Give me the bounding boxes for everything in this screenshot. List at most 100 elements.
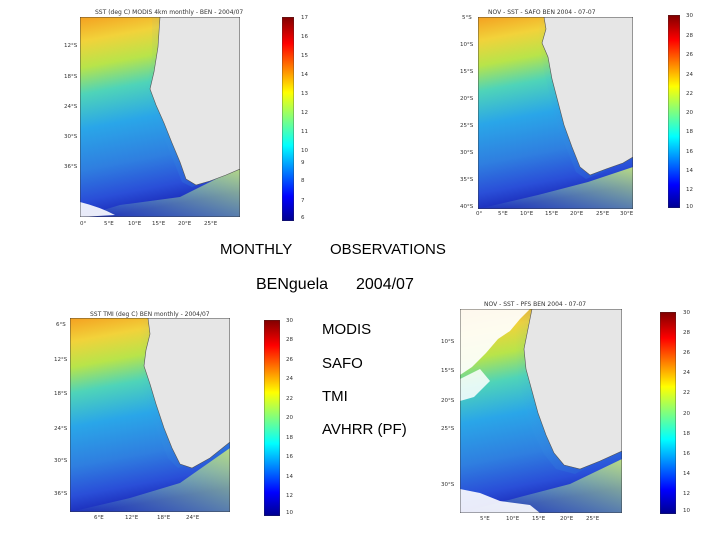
heading-monthly: MONTHLY	[220, 241, 293, 258]
avhrr-lat-label: 10°S	[441, 339, 455, 345]
modis-colorbar-label: 13	[301, 91, 308, 97]
modis-lon-label: 15°E	[152, 221, 166, 227]
safo-map-caption: NOV - SST - SAFO BEN 2004 - 07-07	[488, 9, 596, 16]
modis-colorbar-label: 7	[301, 198, 305, 204]
tmi-lat-label: 6°S	[56, 322, 66, 328]
tmi-map-caption: SST TMI (deg C) BEN monthly - 2004/07	[90, 311, 210, 318]
avhrr-lat-label: 30°S	[441, 482, 455, 488]
avhrr-colorbar-label: 20	[683, 411, 690, 417]
modis-colorbar-label: 15	[301, 53, 308, 59]
tmi-africa-land	[143, 318, 230, 469]
modis-lat-label: 30°S	[64, 134, 78, 140]
product-modis: MODIS	[322, 321, 372, 338]
modis-colorbar	[281, 16, 295, 226]
safo-sst-map	[478, 17, 633, 209]
tmi-lon-label: 24°E	[186, 515, 200, 521]
modis-lon-label: 5°E	[104, 221, 114, 227]
modis-colorbar-label: 6	[301, 215, 305, 221]
safo-colorbar-label: 26	[686, 52, 693, 58]
modis-lon-label: 10°E	[128, 221, 142, 227]
avhrr-lon-label: 10°E	[506, 516, 520, 522]
avhrr-lat-label: 20°S	[441, 398, 455, 404]
modis-map-caption: SST (deg C) MODIS 4km monthly - BEN - 20…	[95, 9, 244, 16]
modis-colorbar-label: 16	[301, 34, 308, 40]
modis-lat-label: 12°S	[64, 43, 78, 49]
safo-colorbar-label: 16	[686, 149, 693, 155]
avhrr-cloud-mask	[460, 309, 530, 375]
avhrr-colorbar-label: 28	[683, 330, 690, 336]
avhrr-colorbar	[659, 311, 677, 519]
safo-colorbar-label: 12	[686, 187, 693, 193]
avhrr-lat-label: 15°S	[441, 368, 455, 374]
safo-colorbar-label: 28	[686, 33, 693, 39]
avhrr-colorbar-label: 26	[683, 350, 690, 356]
tmi-lat-label: 36°S	[54, 491, 68, 497]
safo-lon-label: 0°	[476, 211, 483, 217]
tmi-lat-label: 30°S	[54, 458, 68, 464]
modis-lon-label: 20°E	[178, 221, 192, 227]
period-label: 2004/07	[356, 276, 414, 293]
avhrr-colorbar-label: 18	[683, 431, 690, 437]
safo-lat-label: 30°S	[460, 150, 474, 156]
modis-colorbar-label: 8	[301, 178, 305, 184]
modis-cloud-mask	[80, 202, 115, 217]
avhrr-lon-label: 15°E	[532, 516, 546, 522]
tmi-colorbar-label: 12	[286, 493, 293, 499]
safo-colorbar-label: 14	[686, 168, 693, 174]
avhrr-colorbar-label: 22	[683, 390, 690, 396]
modis-lon-label: 25°E	[204, 221, 218, 227]
avhrr-map-caption: NOV - SST - PFS BEN 2004 - 07-07	[484, 301, 587, 308]
avhrr-colorbar-label: 12	[683, 491, 690, 497]
modis-colorbar-label: 17	[301, 15, 308, 21]
safo-colorbar	[667, 14, 681, 213]
tmi-colorbar-label: 14	[286, 474, 293, 480]
safo-lon-label: 10°E	[520, 211, 534, 217]
safo-lat-label: 40°S	[460, 204, 474, 210]
avhrr-lon-label: 25°E	[586, 516, 600, 522]
avhrr-colorbar-label: 30	[683, 310, 690, 316]
safo-africa-land	[541, 17, 633, 176]
tmi-lat-label: 18°S	[54, 391, 68, 397]
tmi-lon-label: 12°E	[125, 515, 139, 521]
modis-colorbar-label: 9	[301, 160, 305, 166]
safo-colorbar-label: 20	[686, 110, 693, 116]
tmi-colorbar	[263, 319, 281, 521]
safo-lat-label: 35°S	[460, 177, 474, 183]
avhrr-lon-label: 5°E	[480, 516, 490, 522]
product-safo: SAFO	[322, 355, 363, 372]
modis-colorbar-label: 10	[301, 148, 308, 154]
safo-lon-label: 25°E	[596, 211, 610, 217]
avhrr-colorbar-label: 14	[683, 471, 690, 477]
safo-lat-label: 20°S	[460, 96, 474, 102]
modis-lat-label: 36°S	[64, 164, 78, 170]
tmi-colorbar-label: 18	[286, 435, 293, 441]
safo-colorbar-label: 24	[686, 72, 693, 78]
tmi-lon-label: 18°E	[157, 515, 171, 521]
safo-lon-label: 5°E	[498, 211, 508, 217]
safo-lat-label: 10°S	[460, 42, 474, 48]
product-avhrr: AVHRR (PF)	[322, 421, 407, 438]
tmi-colorbar-label: 28	[286, 337, 293, 343]
avhrr-lon-label: 20°E	[560, 516, 574, 522]
safo-lat-label: 25°S	[460, 123, 474, 129]
modis-colorbar-label: 11	[301, 129, 308, 135]
avhrr-lat-label: 25°S	[441, 426, 455, 432]
modis-colorbar-label: 12	[301, 110, 308, 116]
tmi-colorbar-label: 26	[286, 357, 293, 363]
tmi-lon-label: 6°E	[94, 515, 104, 521]
tmi-sst-map	[70, 318, 230, 512]
tmi-lat-label: 12°S	[54, 357, 68, 363]
modis-lat-label: 18°S	[64, 74, 78, 80]
avhrr-sst-map	[460, 309, 622, 513]
modis-lon-label: 0°	[80, 221, 87, 227]
safo-colorbar-label: 30	[686, 13, 693, 19]
tmi-colorbar-label: 30	[286, 318, 293, 324]
tmi-colorbar-label: 10	[286, 510, 293, 516]
tmi-colorbar-label: 24	[286, 376, 293, 382]
tmi-colorbar-label: 22	[286, 396, 293, 402]
heading-observations: OBSERVATIONS	[330, 241, 446, 258]
tmi-colorbar-label: 20	[286, 415, 293, 421]
safo-lat-label: 15°S	[460, 69, 474, 75]
avhrr-colorbar-label: 10	[683, 508, 690, 514]
modis-lat-label: 24°S	[64, 104, 78, 110]
